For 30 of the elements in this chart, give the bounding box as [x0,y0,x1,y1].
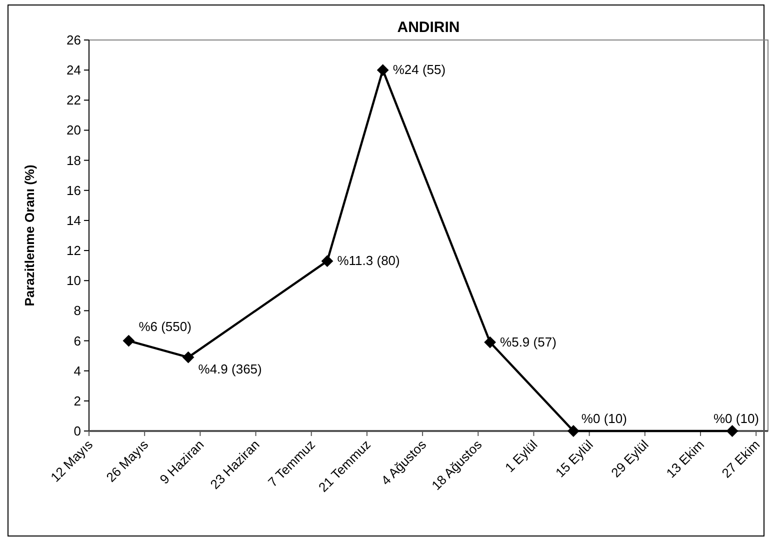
y-axis-title: Parazitlenme Oranı (%) [22,164,37,306]
y-tick-label: 18 [66,152,81,168]
point [376,64,389,76]
text: %0 (10) [714,411,760,426]
y-tick-label: 22 [66,92,81,108]
y-tick-label: 6 [74,333,81,348]
text: %5.9 (57) [500,334,556,350]
point [567,425,580,437]
point [182,351,194,364]
point [321,255,334,268]
y-tick-label: 20 [66,122,81,138]
y-tick-label: 4 [74,363,81,378]
text: %6 (550) [138,318,192,334]
point [484,336,496,348]
y-tick-label: 2 [74,393,81,408]
text: %24 (55) [392,62,446,78]
y-tick-label: 12 [66,243,81,258]
y-tick-label: 16 [66,182,81,198]
y-tick-label: 8 [74,303,81,318]
chart-title: ANDIRIN [397,19,460,36]
y-tick-label: 14 [66,212,81,228]
text: %0 (10) [581,411,627,426]
y-tick-label: 0 [74,424,81,438]
y-tick-label: 26 [66,32,81,48]
y-tick-label: 10 [66,273,81,288]
point [726,425,738,437]
y-tick-label: 24 [66,62,81,78]
point [122,334,135,347]
text: %11.3 (80) [337,253,400,268]
text: %4.9 (365) [198,361,262,376]
